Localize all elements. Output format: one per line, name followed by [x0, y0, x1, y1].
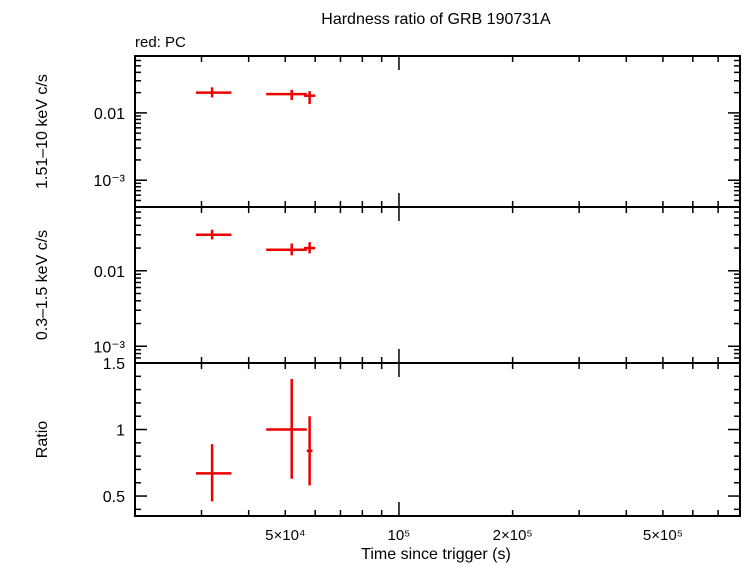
data-point [303, 91, 316, 105]
x-tick-label: 5×10⁵ [643, 527, 683, 544]
panel-soft: 10⁻³ 0.01 0.3–1.5 keV c/s [34, 206, 741, 364]
data-point [195, 87, 232, 98]
panel-frame-ratio [134, 362, 741, 517]
panel-frame-hard [134, 55, 741, 208]
y-tick-label: 0.01 [94, 106, 125, 123]
data-point [266, 89, 307, 101]
y-tick-label: 10⁻³ [93, 339, 125, 356]
chart-title: Hardness ratio of GRB 190731A [321, 11, 551, 28]
data-point [195, 444, 232, 502]
y-tick-label: 0.01 [94, 264, 125, 281]
data-point [266, 378, 307, 479]
x-axis-label: Time since trigger (s) [361, 546, 511, 563]
panels: 10⁻³ 0.01 1.51–10 keV c/s 10⁻³ 0.01 0.3–1.5 k… [34, 55, 741, 544]
x-tick-label: 2×10⁵ [493, 527, 533, 544]
y-axis-label-hard: 1.51–10 keV c/s [34, 74, 51, 189]
y-axis-label-soft: 0.3–1.5 keV c/s [34, 230, 51, 340]
data-point [306, 416, 313, 486]
y-axis-label-ratio: Ratio [34, 421, 51, 458]
panel-frame-soft [134, 206, 741, 364]
x-tick-label: 5×10⁴ [265, 527, 305, 544]
data-point [303, 242, 316, 254]
panel-ratio: 0.5 1 1.5 Ratio [34, 356, 741, 517]
y-tick-label: 10⁻³ [93, 173, 125, 190]
data-point [266, 243, 307, 256]
legend-text: red: PC [135, 34, 186, 51]
y-tick-label: 1 [116, 423, 125, 440]
y-tick-label: 0.5 [103, 489, 125, 506]
y-tick-label: 1.5 [103, 356, 125, 373]
data-point [195, 229, 232, 240]
panel-hard: 10⁻³ 0.01 1.51–10 keV c/s [34, 55, 741, 208]
x-tick-label: 10⁵ [388, 527, 411, 544]
